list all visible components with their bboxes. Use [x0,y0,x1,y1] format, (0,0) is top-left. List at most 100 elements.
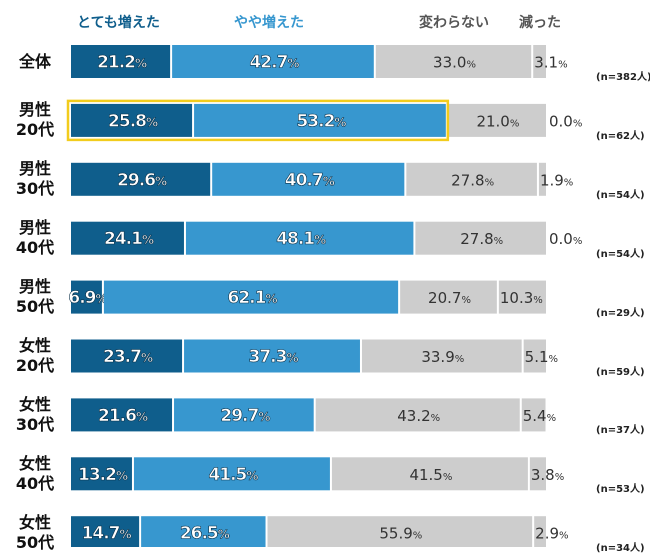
data-label: 27.8% [460,230,503,248]
sample-size-label: (n=62人) [596,130,645,142]
bar-segment [523,339,546,373]
bar-row: 21.2% 42.7% 33.0% 3.1% [71,45,568,78]
data-label: 33.0% [433,54,476,72]
legend-item: とても増えた [77,15,160,31]
highlight-outline [66,99,450,142]
bar-segment [71,457,132,491]
bar-segment [533,45,546,78]
data-label: 5.4% [523,407,556,425]
data-label: 29.7% [220,406,270,426]
data-label: 41.5% [208,465,258,485]
bar-segment [172,45,374,78]
data-label: 3.1% [534,54,567,72]
data-label: 43.2% [397,407,440,425]
bar-segment [331,457,528,491]
bar-segment [141,516,266,547]
bar-row: 6.9% 62.1% 20.7% 10.3% [68,280,546,314]
sample-size-label: (n=29人) [596,307,645,319]
bar-segment [71,103,193,137]
data-label: 25.8% [108,111,158,131]
category-label-line: 女性 [18,336,51,355]
data-label: 62.1% [228,288,278,308]
sample-size-label: (n=54人) [596,248,645,260]
data-label: 40.7% [285,170,335,190]
category-label: 男性 50代 [6,277,64,317]
legend-item: 変わらない [419,15,489,31]
data-label: 2.9% [535,525,568,543]
bar-segment [71,516,140,547]
data-label: 10.3% [500,289,543,307]
bar-segment [375,45,532,78]
legend-item: やや増えた [234,15,304,31]
bar-segment [415,221,546,255]
category-label-line: 30代 [15,179,55,199]
bar-segment [212,162,405,196]
bar-segment [133,457,330,491]
category-label-line: 女性 [18,512,51,532]
category-label-line: 50代 [15,532,55,552]
data-label: 23.7% [103,347,153,367]
sample-size-label: (n=54人) [596,189,645,201]
bar-segment [400,280,497,314]
category-label: 男性 30代 [6,159,64,199]
bar-segment [267,516,533,547]
bar-segment [447,103,546,137]
category-label: 女性 40代 [6,454,64,494]
category-label-line: 40代 [15,473,55,493]
bar-segment [529,457,546,491]
category-label-line: 20代 [15,356,55,375]
sample-size-label: (n=59人) [596,366,645,378]
data-label: 42.7% [249,53,299,73]
bar-row: 21.6% 29.7% 43.2% 5.4% [71,398,556,432]
bar-segment [71,45,171,78]
sample-size-label: (n=382人) [596,72,650,83]
data-label: 21.0% [476,112,519,130]
bar-segment [174,398,314,432]
bar-segment [71,162,211,196]
category-label: 女性 20代 [6,336,64,376]
bar-segment [71,221,184,255]
data-label: 21.2% [97,53,147,73]
bar-segment [534,516,546,547]
bar-segment [361,339,522,373]
data-label: 21.6% [98,406,148,426]
data-label: 24.1% [104,229,154,249]
category-label-line: 30代 [15,414,55,434]
bar-segment [406,162,537,196]
category-label: 女性 30代 [6,395,64,435]
category-label: 男性 40代 [6,218,64,258]
data-label: 13.2% [78,465,128,485]
data-label: 33.9% [421,348,464,366]
data-label: 20.7% [428,289,471,307]
bar-segment [521,398,546,432]
bar-segment [184,339,360,373]
bar-row: 29.6% 40.7% 27.8% 1.9% [71,162,573,196]
data-label: 48.1% [276,229,326,249]
bar-row: 13.2% 41.5% 41.5% 3.8% [71,457,564,491]
legend-item: 減った [519,15,561,31]
bar-row: 24.1% 48.1% 27.8% 0.0% [71,221,582,255]
bar-row: 23.7% 37.3% 33.9% 5.1% [71,339,558,373]
data-label: 55.9% [379,525,422,543]
data-label: 1.9% [540,171,573,189]
data-label: 53.2% [296,111,346,131]
bar-row: 25.8% 53.2% 21.0% 0.0% [71,103,582,137]
category-label-line: 20代 [15,120,55,140]
data-label: 37.3% [249,347,299,367]
data-label: 26.5% [180,524,230,544]
category-label-line: 全体 [18,51,51,71]
category-label-line: 男性 [18,277,51,297]
bar-segment [185,221,414,255]
data-label: 0.0% [549,230,582,248]
category-label-line: 40代 [15,238,55,258]
category-label-line: 男性 [18,100,51,120]
bar-segment [71,280,102,314]
data-label: 14.7% [82,524,132,544]
sample-size-label: (n=53人) [596,484,645,496]
bar-segment [71,398,173,432]
category-label: 男性 20代 [6,100,64,140]
category-label-line: 男性 [18,218,51,238]
bar-segment [315,398,520,432]
category-label-line: 女性 [18,394,51,414]
